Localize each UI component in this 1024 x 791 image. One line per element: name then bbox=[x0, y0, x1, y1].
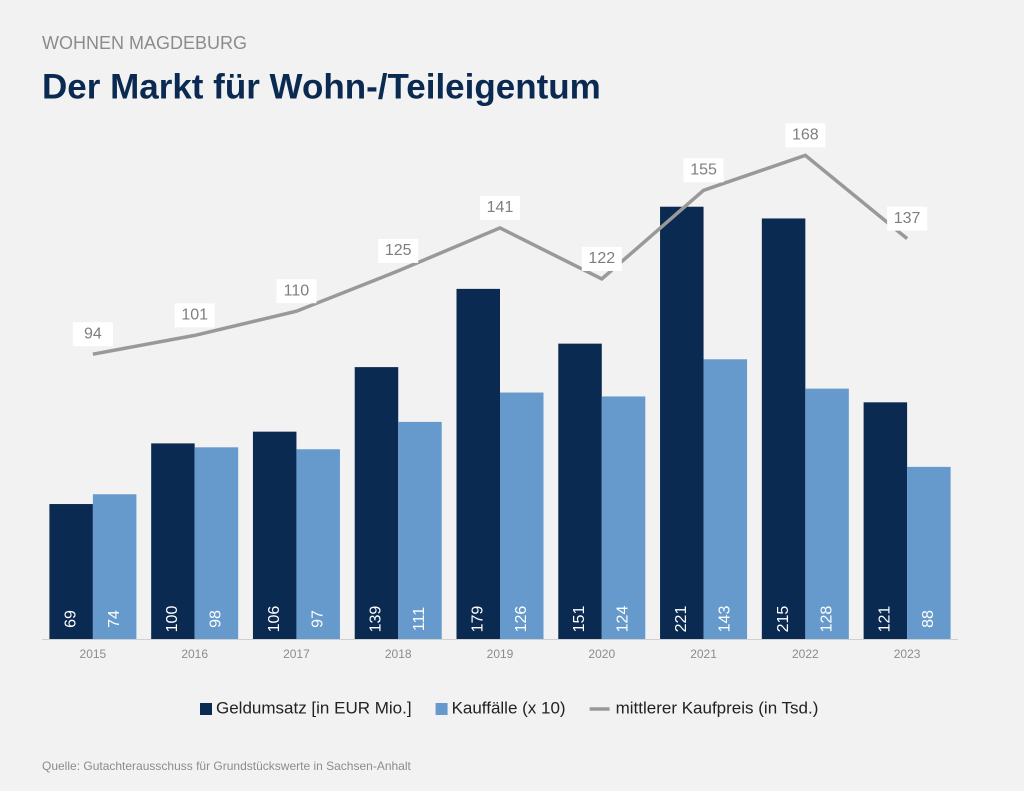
bar-value-label: 97 bbox=[309, 610, 326, 628]
bar bbox=[92, 494, 137, 639]
legend-swatch bbox=[200, 703, 212, 715]
bar bbox=[660, 206, 704, 639]
x-tick-label: 2019 bbox=[487, 647, 514, 661]
chart-subtitle: WOHNEN MAGDEBURG bbox=[42, 33, 247, 53]
bar-value-label: 128 bbox=[818, 606, 835, 633]
bar bbox=[49, 504, 93, 639]
line-label-box bbox=[72, 322, 113, 347]
bar bbox=[805, 388, 849, 639]
bar-value-label: 106 bbox=[266, 606, 283, 633]
line-label-box bbox=[887, 206, 928, 231]
bar bbox=[703, 359, 748, 639]
line-label-box bbox=[683, 158, 724, 183]
line-series bbox=[92, 153, 909, 356]
line-value-label: 101 bbox=[181, 307, 208, 324]
bar bbox=[601, 396, 646, 639]
x-tick-label: 2017 bbox=[283, 647, 310, 661]
x-tick-label: 2015 bbox=[80, 647, 107, 661]
chart-title: Der Markt für Wohn-/Teileigentum bbox=[42, 67, 601, 106]
bar-value-label: 121 bbox=[877, 606, 894, 633]
bar-value-label: 126 bbox=[513, 606, 530, 633]
legend-label: mittlerer Kaufpreis (in Tsd.) bbox=[616, 698, 819, 717]
bar-value-label: 215 bbox=[775, 606, 792, 633]
legend-swatch bbox=[435, 703, 448, 715]
x-tick-label: 2016 bbox=[181, 647, 208, 661]
bar bbox=[761, 218, 806, 639]
line-label-box bbox=[276, 279, 317, 304]
bar bbox=[558, 343, 602, 639]
line-label-box bbox=[378, 238, 419, 263]
x-tick-label: 2018 bbox=[385, 647, 412, 661]
bar-value-label: 98 bbox=[208, 610, 225, 628]
bar-value-label: 100 bbox=[164, 606, 181, 633]
source-note: Quelle: Gutachterausschuss für Grundstüc… bbox=[42, 759, 412, 773]
line-value-label: 168 bbox=[792, 127, 819, 144]
line-value-label: 110 bbox=[284, 282, 310, 299]
bar bbox=[194, 447, 239, 639]
line-label-box bbox=[785, 123, 826, 148]
bar-value-label: 139 bbox=[368, 606, 385, 633]
bar-value-label: 124 bbox=[615, 606, 632, 633]
bar-value-label: 74 bbox=[106, 610, 123, 628]
bar-value-label: 151 bbox=[571, 606, 588, 633]
line-label-box bbox=[581, 246, 622, 271]
bar bbox=[500, 392, 544, 639]
bar bbox=[398, 421, 442, 639]
bar-value-label: 111 bbox=[411, 607, 428, 631]
legend-label: Kauffälle (x 10) bbox=[452, 698, 566, 717]
legend-label: Geldumsatz [in EUR Mio.] bbox=[216, 698, 412, 717]
bar-value-label: 69 bbox=[62, 610, 79, 628]
x-tick-label: 2020 bbox=[588, 647, 615, 661]
x-tick-label: 2023 bbox=[894, 647, 921, 661]
line-label-box bbox=[174, 303, 215, 328]
line-value-label: 125 bbox=[385, 242, 412, 259]
x-tick-label: 2022 bbox=[792, 647, 819, 661]
x-tick-label: 2021 bbox=[690, 647, 717, 661]
bar-value-label: 143 bbox=[717, 606, 734, 633]
line-value-label: 94 bbox=[84, 325, 102, 342]
bar-value-label: 179 bbox=[469, 606, 486, 633]
line-value-label: 141 bbox=[487, 199, 514, 216]
bar bbox=[151, 443, 195, 639]
bar bbox=[863, 402, 908, 639]
bar-value-label: 221 bbox=[673, 606, 690, 633]
line-value-label: 155 bbox=[690, 162, 717, 179]
line-value-label: 122 bbox=[588, 250, 615, 267]
line-label-box bbox=[480, 195, 520, 220]
line-value-label: 137 bbox=[894, 210, 921, 227]
bar bbox=[252, 431, 297, 639]
bar bbox=[296, 449, 340, 639]
bar bbox=[907, 466, 951, 639]
bar-value-label: 88 bbox=[920, 610, 937, 628]
bar bbox=[354, 367, 399, 639]
bar bbox=[456, 288, 500, 639]
